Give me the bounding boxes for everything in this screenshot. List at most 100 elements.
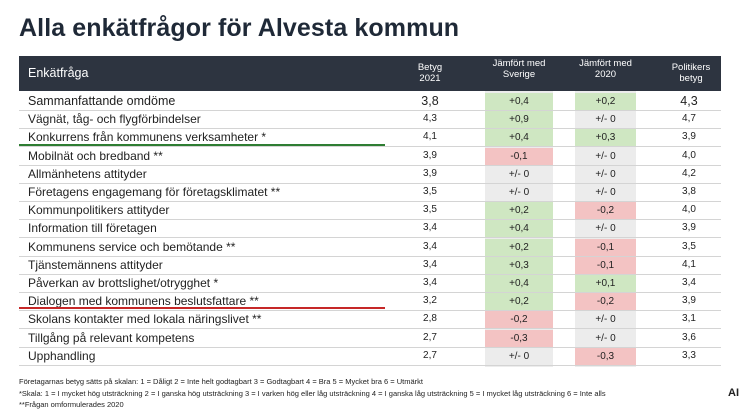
vs-2020-cell: -0,1 — [575, 256, 636, 274]
vs-sweden-cell: +0,2 — [485, 238, 553, 256]
header-question: Enkätfråga — [28, 66, 89, 80]
vs-sweden-cell: +0,2 — [485, 202, 553, 220]
vs-sweden-cell: +0,4 — [485, 220, 553, 238]
table-row: Företagens engagemang för företagsklimat… — [19, 184, 721, 202]
grade-cell: 3,9 — [423, 149, 437, 161]
vs-2020-cell: +0,1 — [575, 275, 636, 292]
grade-cell: 3,5 — [423, 204, 437, 216]
footnote-reworded: **Frågan omformulerades 2020 — [19, 400, 124, 409]
grade-cell: 3,4 — [423, 240, 437, 252]
header-vs-2020: Jämfört med 2020 — [579, 58, 632, 80]
row-label: Kommunens service och bemötande ** — [28, 239, 236, 254]
vs-2020-cell: -0,2 — [575, 202, 636, 220]
table-row: Information till företagen 3,4 +0,4 +/- 0 3,… — [19, 220, 721, 239]
header-grade: Betyg 2021 — [417, 62, 443, 84]
page-title: Alla enkätfrågor för Alvesta kommun — [19, 14, 460, 42]
highlight-line-bottom — [19, 307, 385, 309]
grade-cell: 2,7 — [423, 349, 437, 361]
table-row: Mobilnät och bredband ** 3,9 -0,1 +/- 0 4,0 — [19, 147, 721, 166]
vs-2020-cell: -0,1 — [575, 238, 636, 256]
vs-sweden-cell: +0,4 — [485, 129, 553, 147]
politicians-cell: 3,4 — [682, 277, 696, 288]
table-row: Konkurrens från kommunens verksamheter *… — [19, 129, 721, 148]
politicians-cell: 3,8 — [682, 186, 696, 197]
politicians-cell: 4,0 — [682, 204, 696, 216]
row-label: Konkurrens från kommunens verksamheter * — [28, 130, 267, 145]
table-row: Sammanfattande omdöme 3,8 +0,4 +0,2 4,3 — [19, 93, 721, 111]
vs-sweden-cell: +/- 0 — [508, 187, 530, 198]
politicians-cell: 3,1 — [682, 313, 696, 325]
vs-sweden-cell: +0,4 — [485, 93, 553, 110]
vs-sweden-cell: +0,4 — [485, 275, 553, 292]
row-label: Dialogen med kommunens beslutsfattare ** — [28, 294, 259, 309]
vs-2020-cell: -0,2 — [575, 293, 636, 311]
politicians-cell: 3,6 — [682, 331, 696, 343]
header-vs-sweden: Jämfört med Sverige — [492, 58, 546, 80]
vs-sweden-cell: -0,1 — [485, 147, 553, 165]
politicians-cell: 4,7 — [682, 113, 696, 125]
vs-sweden-cell: +/- 0 — [508, 350, 530, 362]
row-label: Vägnät, tåg- och flygförbindelser — [28, 112, 201, 127]
vs-sweden-cell: -0,3 — [485, 329, 553, 347]
row-label: Företagens engagemang för företagsklimat… — [28, 185, 281, 199]
grade-cell: 3,8 — [421, 94, 439, 108]
vs-2020-cell: -0,3 — [575, 347, 636, 365]
row-label: Upphandling — [28, 348, 96, 363]
politicians-cell: 4,1 — [682, 258, 696, 270]
table-row: Tillgång på relevant kompetens 2,7 -0,3 +/-… — [19, 329, 721, 348]
vs-2020-cell: +0,3 — [575, 129, 636, 147]
vs-2020-cell: +/- 0 — [595, 114, 616, 126]
vs-2020-cell: +/- 0 — [595, 168, 616, 180]
table-row: Dialogen med kommunens beslutsfattare **… — [19, 293, 721, 312]
ai-logo: AI — [728, 387, 739, 399]
vs-2020-cell: +/- 0 — [595, 150, 616, 162]
grade-cell: 3,4 — [423, 222, 437, 234]
table-row: Vägnät, tåg- och flygförbindelser 4,3 +0,9… — [19, 111, 721, 130]
row-label: Tjänstemännens attityder — [28, 257, 163, 272]
vs-sweden-cell: +0,2 — [485, 293, 553, 311]
grade-cell: 2,7 — [423, 331, 437, 343]
vs-sweden-cell: +/- 0 — [508, 168, 530, 180]
row-label: Sammanfattande omdöme — [28, 94, 176, 108]
politicians-cell: 3,9 — [682, 131, 696, 143]
vs-2020-cell: +/- 0 — [595, 332, 616, 344]
row-label: Kommunpolitikers attityder — [28, 203, 170, 218]
politicians-cell: 4,3 — [680, 94, 698, 108]
vs-2020-cell: +/- 0 — [595, 223, 616, 235]
table-row: Allmänhetens attityder 3,9 +/- 0 +/- 0 4,2 — [19, 166, 721, 184]
politicians-cell: 3,3 — [682, 349, 696, 361]
grade-cell: 4,1 — [423, 131, 437, 143]
vs-2020-cell: +0,2 — [575, 93, 636, 110]
grade-cell: 2,8 — [423, 313, 437, 325]
table-row: Skolans kontakter med lokala näringslive… — [19, 311, 721, 330]
politicians-cell: 3,9 — [682, 295, 696, 307]
table-row: Kommunpolitikers attityder 3,5 +0,2 -0,2 4,0 — [19, 202, 721, 221]
row-label: Skolans kontakter med lokala näringslive… — [28, 312, 262, 327]
row-label: Påverkan av brottslighet/otrygghet * — [28, 276, 219, 290]
footnote-extent-scale: *Skala: 1 = I mycket hög utsträckning 2 … — [19, 389, 606, 398]
table-row: Påverkan av brottslighet/otrygghet * 3,4 +… — [19, 275, 721, 293]
grade-cell: 4,3 — [423, 113, 437, 125]
row-label: Mobilnät och bredband ** — [28, 148, 163, 163]
politicians-cell: 3,5 — [682, 240, 696, 252]
politicians-cell: 4,2 — [682, 167, 696, 179]
grade-cell: 3,9 — [423, 167, 437, 179]
table-row: Tjänstemännens attityder 3,4 +0,3 -0,1 4,1 — [19, 256, 721, 275]
row-label: Information till företagen — [28, 221, 157, 236]
footnote-grade-scale: Företagarnas betyg sätts på skalan: 1 = … — [19, 377, 423, 386]
highlight-line-top — [19, 144, 385, 146]
grade-cell: 3,4 — [423, 258, 437, 270]
politicians-cell: 3,9 — [682, 222, 696, 234]
grade-cell: 3,4 — [423, 277, 437, 288]
grade-cell: 3,5 — [423, 186, 437, 197]
row-label: Tillgång på relevant kompetens — [28, 330, 195, 345]
grade-cell: 3,2 — [423, 295, 437, 307]
row-label: Allmänhetens attityder — [28, 166, 147, 181]
header-politicians: Politikers betyg — [671, 62, 711, 84]
table-row: Upphandling 2,7 +/- 0 -0,3 3,3 — [19, 347, 721, 366]
politicians-cell: 4,0 — [682, 149, 696, 161]
table-header — [19, 56, 721, 91]
table-row: Kommunens service och bemötande ** 3,4 +0,… — [19, 238, 721, 257]
vs-sweden-cell: +0,9 — [485, 111, 553, 129]
vs-sweden-cell: -0,2 — [485, 311, 553, 329]
